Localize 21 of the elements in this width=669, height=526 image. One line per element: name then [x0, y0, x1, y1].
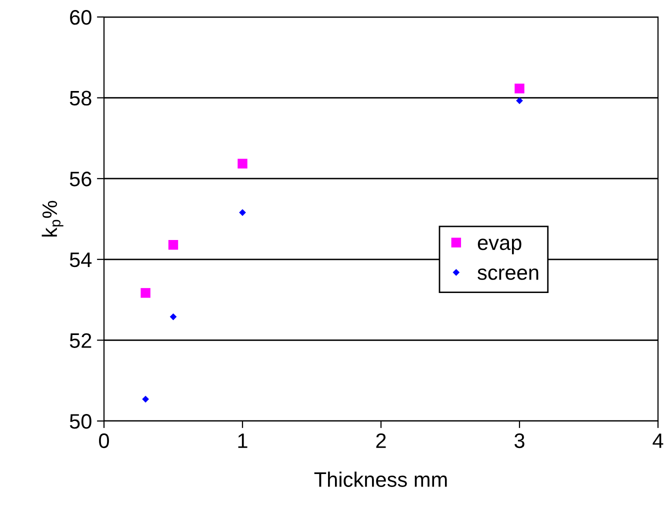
point [238, 158, 248, 169]
point [142, 396, 149, 403]
y-tick-label: 58 [70, 90, 92, 106]
x-tick-label: 3 [514, 433, 524, 448]
point [140, 288, 150, 298]
y-tick-label: 52 [70, 333, 92, 348]
y-tick-label: 60 [70, 10, 92, 25]
x-axis-title: Thickness mm [314, 472, 447, 487]
y-tick-label: 50 [70, 414, 92, 429]
y-axis-title: k$_{p}$% [42, 200, 64, 237]
x-tick-label: 1 [238, 434, 248, 448]
y-tick-label: 56 [70, 172, 92, 186]
y-tick-label: 54 [70, 252, 92, 268]
x-tick-label: 4 [652, 434, 664, 448]
point [516, 97, 523, 104]
legend-label: screen [478, 268, 538, 280]
x-tick-label: 2 [376, 433, 386, 448]
x-tick-label: 0 [99, 433, 109, 448]
point [168, 240, 178, 250]
point [514, 84, 524, 94]
legend-label: evap [478, 238, 522, 254]
